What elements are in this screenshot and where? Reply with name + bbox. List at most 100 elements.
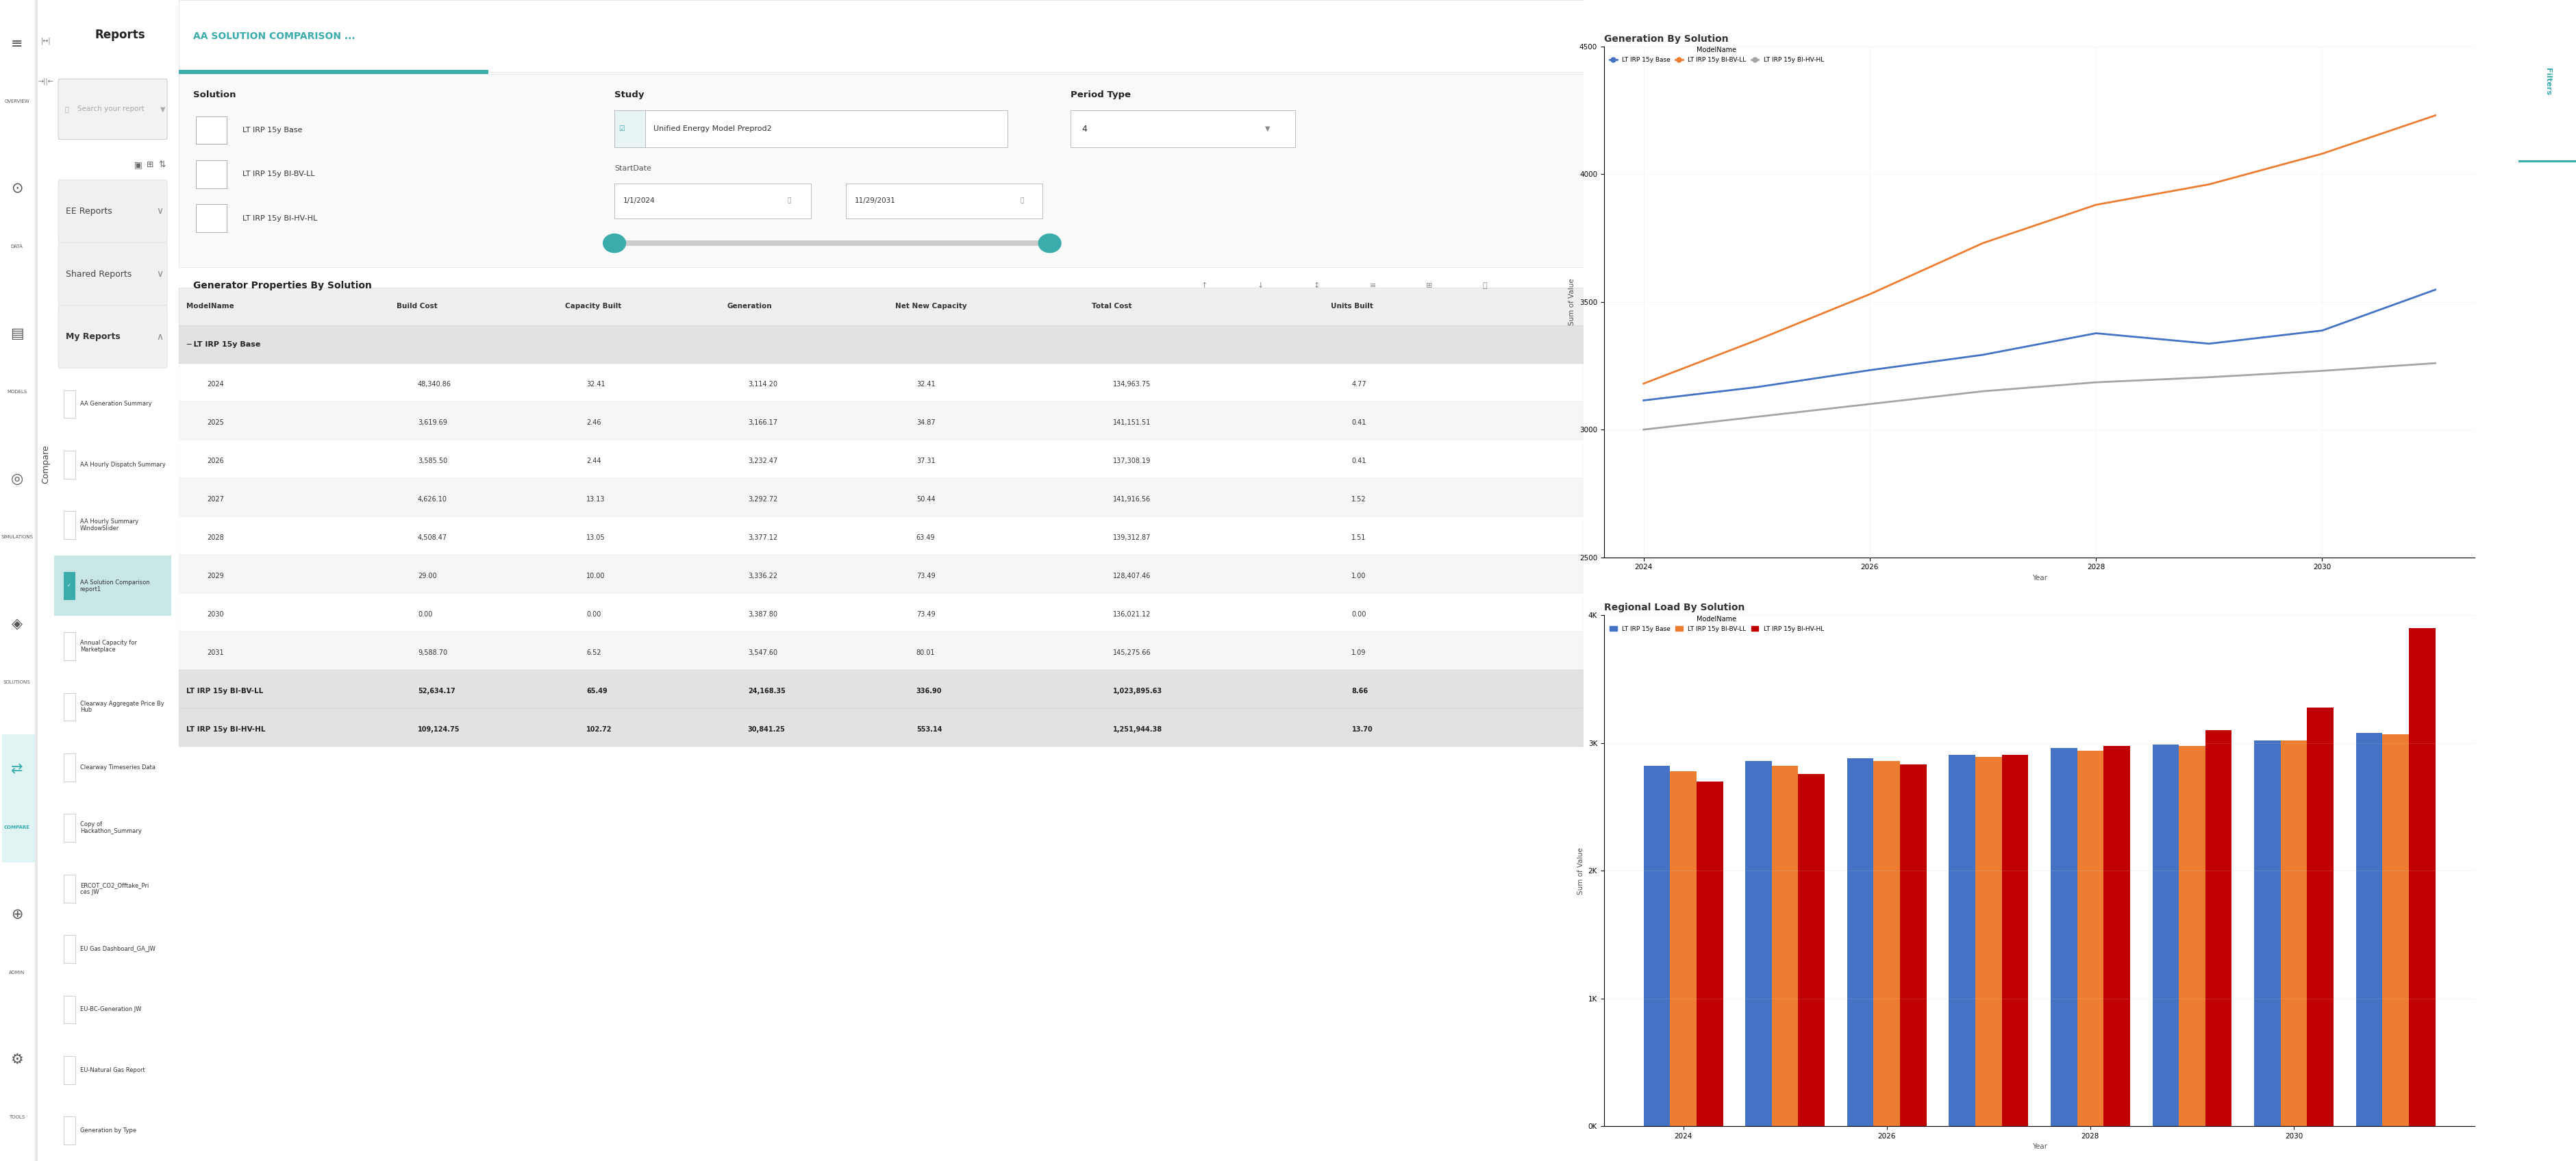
Bar [1873,760,1899,1126]
Text: LT IRP 15y BI-HV-HL: LT IRP 15y BI-HV-HL [242,215,317,222]
Bar [1899,765,1927,1126]
Text: 2031: 2031 [206,649,224,656]
Text: ADMIN: ADMIN [8,971,26,974]
Text: 1,251,944.38: 1,251,944.38 [1113,726,1162,733]
Text: Filters: Filters [2543,67,2550,95]
Text: Generation: Generation [726,303,770,310]
Text: 9,588.70: 9,588.70 [417,649,448,656]
Text: 3,292.72: 3,292.72 [747,496,778,503]
FancyBboxPatch shape [59,305,167,368]
LT IRP 15y BI-HV-HL [1855,397,1886,411]
Text: 2.46: 2.46 [587,419,600,426]
Bar [180,288,1582,325]
Text: ▼: ▼ [1265,125,1270,132]
Text: 32.41: 32.41 [587,381,605,388]
Text: 2027: 2027 [206,496,224,503]
Text: ⊙: ⊙ [10,182,23,195]
Text: ERCOT_CO2_Offtake_Pri
ces JW: ERCOT_CO2_Offtake_Pri ces JW [80,882,149,895]
Text: Total Cost: Total Cost [1092,303,1131,310]
Bar [64,572,75,600]
LT IRP 15y Base [1628,394,1659,408]
LT IRP 15y BI-HV-HL [1628,423,1659,437]
Text: 4,626.10: 4,626.10 [417,496,448,503]
Text: 73.49: 73.49 [917,572,935,579]
Y-axis label: Sum of Value: Sum of Value [1577,848,1584,894]
Bar [845,183,1043,218]
Text: Search your report: Search your report [77,106,144,113]
Bar [2409,628,2434,1126]
Text: EU-Natural Gas Report: EU-Natural Gas Report [80,1067,144,1073]
Text: ✓: ✓ [67,584,72,587]
Bar [1744,760,1772,1126]
Bar [180,0,1582,72]
Text: 63.49: 63.49 [917,534,935,541]
Text: 13.13: 13.13 [587,496,605,503]
Text: ↓: ↓ [1257,282,1262,289]
Line: LT IRP 15y BI-BV-LL: LT IRP 15y BI-BV-LL [1643,115,2434,383]
Bar [2254,741,2280,1126]
Text: Clearway Timeseries Data: Clearway Timeseries Data [80,764,155,771]
Text: ⊞: ⊞ [1425,282,1432,289]
Text: 2.44: 2.44 [587,457,600,464]
Text: 3,547.60: 3,547.60 [747,649,778,656]
Text: 0.00: 0.00 [417,611,433,618]
Text: ⇄: ⇄ [10,763,23,776]
Text: Shared Reports: Shared Reports [67,269,131,279]
Bar [2102,745,2130,1126]
Bar [1669,771,1695,1126]
Text: ∨: ∨ [157,207,162,216]
Text: Generation by Type: Generation by Type [80,1127,137,1134]
Text: My Reports: My Reports [67,332,121,341]
Text: 1.00: 1.00 [1352,572,1365,579]
Text: 4: 4 [1082,124,1087,134]
Bar [180,325,1582,363]
Text: 32.41: 32.41 [917,381,935,388]
Text: 2029: 2029 [206,572,224,579]
Text: ▼: ▼ [160,106,165,113]
Text: 2028: 2028 [206,534,224,541]
Bar [2179,745,2205,1126]
Bar [180,632,1582,670]
Text: ⚙: ⚙ [10,1053,23,1066]
Text: 4,508.47: 4,508.47 [417,534,448,541]
Text: 0.41: 0.41 [1352,457,1365,464]
Text: 48,340.86: 48,340.86 [417,381,451,388]
Bar [196,204,227,232]
Text: EE Reports: EE Reports [67,207,113,216]
LT IRP 15y BI-BV-LL [2306,146,2336,160]
Bar [64,996,75,1024]
Bar [64,450,75,478]
Bar [1772,766,1798,1126]
LT IRP 15y BI-BV-LL [2192,178,2223,192]
Text: Units Built: Units Built [1329,303,1373,310]
Text: ModelName: ModelName [185,303,234,310]
Bar [33,0,39,1161]
Bar [64,633,75,661]
Bar [180,478,1582,517]
LT IRP 15y Base [1855,363,1886,377]
Text: ⊞: ⊞ [147,160,155,170]
Text: 139,312.87: 139,312.87 [1113,534,1151,541]
Text: 109,124.75: 109,124.75 [417,726,459,733]
Text: 141,151.51: 141,151.51 [1113,419,1151,426]
Text: |↔|: |↔| [41,37,52,44]
Text: ▤: ▤ [10,327,23,340]
Text: 3,387.80: 3,387.80 [747,611,778,618]
Circle shape [1038,235,1061,252]
Text: ∧: ∧ [157,332,162,341]
Bar [1643,766,1669,1126]
LT IRP 15y Base [2306,324,2336,338]
Bar [196,160,227,188]
Text: Generation By Solution: Generation By Solution [1602,34,1728,44]
Text: 1/1/2024: 1/1/2024 [623,197,654,204]
Bar [2354,733,2383,1126]
LT IRP 15y BI-BV-LL [2419,108,2450,122]
Text: DATA: DATA [10,245,23,248]
LT IRP 15y BI-HV-HL [1741,410,1772,424]
Text: 1.51: 1.51 [1352,534,1365,541]
LT IRP 15y Base [2419,283,2450,297]
Line: LT IRP 15y BI-HV-HL: LT IRP 15y BI-HV-HL [1643,363,2434,430]
Bar [2517,160,2576,163]
Text: 6.52: 6.52 [587,649,600,656]
Bar [64,874,75,902]
